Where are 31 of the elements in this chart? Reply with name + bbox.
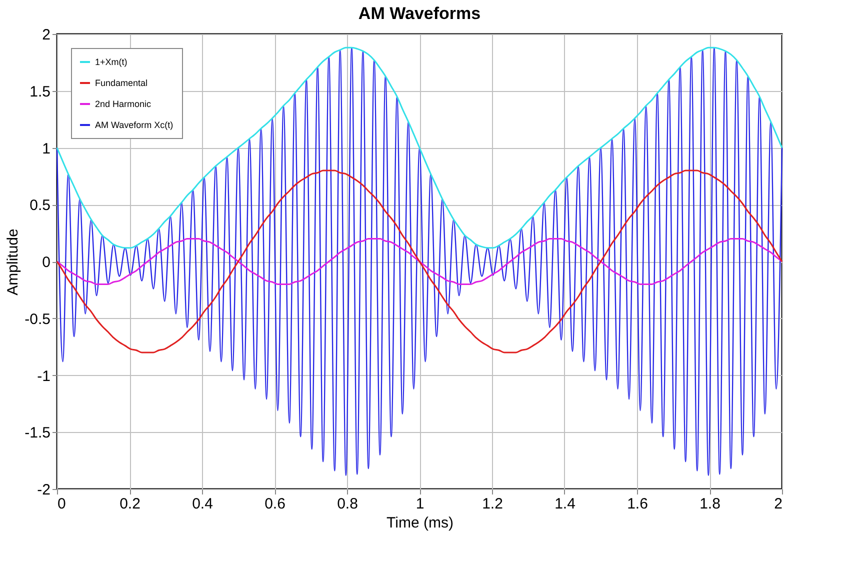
- legend-label: Fundamental: [95, 78, 148, 88]
- line-series: [56, 46, 783, 249]
- x-tick-label: 1.6: [627, 496, 648, 512]
- y-tick-label: -1.5: [24, 424, 50, 442]
- legend-label: AM Waveform Xc(t): [95, 120, 174, 130]
- legend-label: 2nd Harmonic: [95, 99, 152, 109]
- x-tick-label: 0.2: [120, 496, 140, 512]
- x-tick-label: 0: [58, 496, 66, 512]
- y-tick-label: -0.5: [24, 310, 50, 328]
- x-tick-label: 1.8: [700, 496, 720, 512]
- y-tick-label: -1: [37, 368, 50, 385]
- y-axis-title: Amplitude: [4, 228, 22, 296]
- chart-title: AM Waveforms: [358, 4, 481, 23]
- line-series: [56, 47, 783, 476]
- line-series: [56, 238, 783, 285]
- x-tick-label: 0.4: [192, 496, 213, 512]
- y-tick-label: 0.5: [30, 197, 50, 214]
- x-tick-label: 0.6: [264, 496, 286, 512]
- legend-label: 1+Xm(t): [95, 57, 128, 67]
- x-tick-label: 0.8: [337, 496, 358, 512]
- x-tick-label: 2: [774, 496, 782, 512]
- x-tick-label: 1.4: [554, 496, 576, 512]
- x-tick-label: 1: [416, 496, 424, 512]
- y-tick-label: 0: [42, 254, 50, 271]
- y-tick-label: 1.5: [30, 83, 50, 100]
- y-tick-label: -2: [37, 482, 50, 498]
- y-tick-label: 2: [42, 26, 50, 44]
- x-axis-title: Time (ms): [386, 514, 454, 532]
- x-tick-label: 1.2: [482, 496, 503, 512]
- y-tick-label: 1: [42, 140, 50, 158]
- line-series: [56, 170, 783, 354]
